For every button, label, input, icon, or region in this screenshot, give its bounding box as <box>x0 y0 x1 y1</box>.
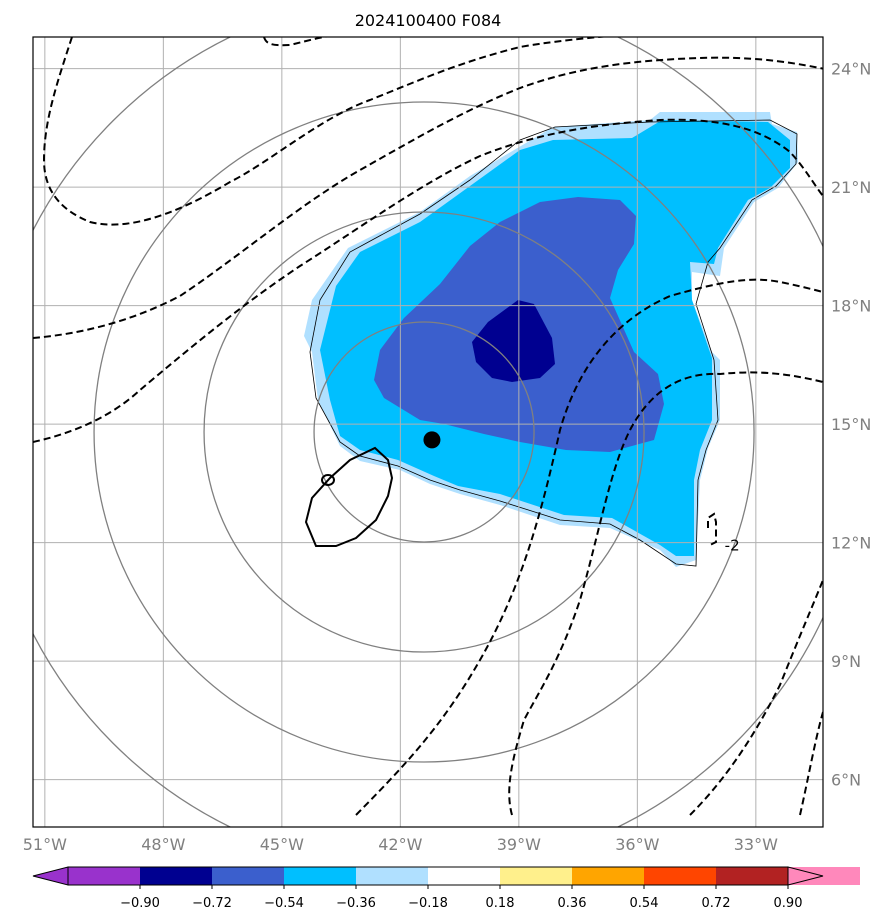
shaded-field <box>304 112 798 567</box>
lat-tick-label-1: 21°N <box>831 178 871 197</box>
range-ring-2 <box>203 211 645 653</box>
range-ring-3 <box>93 101 755 763</box>
lon-tick-label-5: 36°W <box>615 835 659 854</box>
dashed-contour-1 <box>42 37 610 226</box>
colorbar-tick-label-4: −0.18 <box>408 896 448 911</box>
lat-tick-label-4: 12°N <box>831 534 871 553</box>
lon-tick-label-1: 48°W <box>141 835 185 854</box>
colorbar-tick-label-3: −0.36 <box>336 896 376 911</box>
y-axis-labels: 24°N 21°N 18°N 15°N 12°N 9°N 6°N <box>831 60 871 790</box>
colorbar-tick-label-2: −0.54 <box>264 896 304 911</box>
colorbar-bin-7 <box>572 867 644 885</box>
shade-dark-navy <box>472 300 555 382</box>
colorbar-bin-2 <box>212 867 284 885</box>
lat-tick-label-3: 15°N <box>831 415 871 434</box>
colorbar-tick-label-6: 0.36 <box>558 896 587 911</box>
colorbar-tick-label-9: 0.90 <box>774 896 803 911</box>
dashed-contour-3 <box>33 118 823 443</box>
shade-outline <box>309 119 798 567</box>
dashed-contour-7 <box>799 711 823 816</box>
colorbar-bin-8 <box>644 867 716 885</box>
contour-label: -2 <box>725 537 740 555</box>
gridlines <box>33 37 823 827</box>
storm-center-marker <box>423 431 441 449</box>
range-ring-1 <box>313 321 535 543</box>
lon-tick-label-6: 33°W <box>734 835 778 854</box>
colorbar-tick-label-8: 0.72 <box>702 896 731 911</box>
colorbar-extend-under <box>32 866 69 886</box>
x-axis-labels: 51°W 48°W 45°W 42°W 39°W 36°W 33°W <box>23 835 778 854</box>
lon-tick-label-2: 45°W <box>260 835 304 854</box>
colorbar-bin-3 <box>284 867 356 885</box>
lat-tick-label-0: 24°N <box>831 60 871 79</box>
dashed-contour-4 <box>355 278 823 816</box>
colorbar-tick-label-0: −0.90 <box>120 896 160 911</box>
lon-tick-label-0: 51°W <box>23 835 67 854</box>
solid-contour-loop <box>304 446 394 547</box>
colorbar-bin-9 <box>716 867 788 885</box>
colorbar-tick-label-5: 0.18 <box>486 896 515 911</box>
map-frame <box>32 36 824 828</box>
colorbar-bin-5 <box>428 867 500 885</box>
dashed-contour-6 <box>689 579 823 816</box>
lon-tick-label-4: 39°W <box>497 835 541 854</box>
colorbar-bin-6 <box>500 867 572 885</box>
solid-contours <box>304 446 394 547</box>
colorbar: −0.90 −0.72 −0.54 −0.36 −0.18 0.18 0.36 0.54 0.7… <box>32 866 860 911</box>
chart-title: 2024100400 F084 <box>355 11 502 30</box>
colorbar-bin-4 <box>356 867 428 885</box>
lat-tick-label-2: 18°N <box>831 297 871 316</box>
map-area: -2 <box>33 37 823 827</box>
colorbar-tick-label-7: 0.54 <box>630 896 659 911</box>
colorbar-tick-label-1: −0.72 <box>192 896 232 911</box>
dashed-contours <box>33 37 823 816</box>
dashed-contour-2 <box>33 56 823 339</box>
colorbar-bin-1 <box>140 867 212 885</box>
solid-contour-small-ellipse <box>321 474 335 486</box>
dashed-contour-small <box>707 512 717 547</box>
lon-tick-label-3: 42°W <box>378 835 422 854</box>
colorbar-bin-0 <box>68 867 140 885</box>
lat-tick-label-6: 6°N <box>831 771 861 790</box>
lat-tick-label-5: 9°N <box>831 652 861 671</box>
range-rings <box>33 37 823 827</box>
